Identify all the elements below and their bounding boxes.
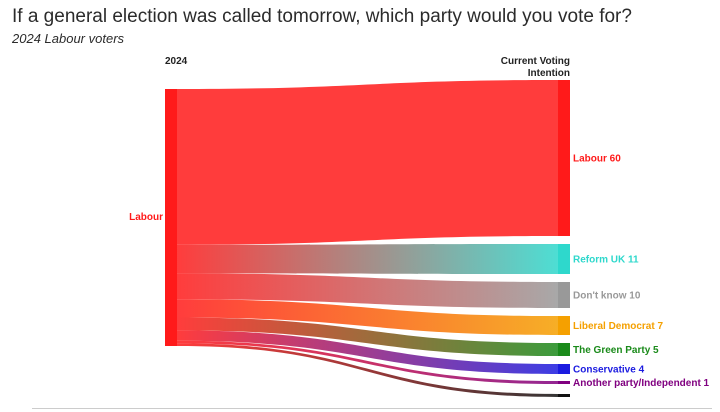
flow-link-labour <box>177 80 558 245</box>
chart-title: If a general election was called tomorro… <box>12 6 632 27</box>
right-column-label-line2: Intention <box>527 68 570 79</box>
flow-link-the-green-party <box>177 317 558 356</box>
target-node-labour <box>558 80 570 236</box>
target-node-unlabelled <box>558 394 570 397</box>
target-label-conservative: Conservative 4 <box>573 365 645 376</box>
right-column-label-line1: Current Voting <box>500 56 570 67</box>
flow-link-unlabelled <box>177 343 558 397</box>
target-label-liberal-democrat: Liberal Democrat 7 <box>573 321 663 332</box>
left-column-label: 2024 <box>165 56 188 67</box>
flow-link-liberal-democrat <box>177 299 558 335</box>
target-label-another-party-independent: Another party/Independent 1 <box>573 378 710 389</box>
footer-divider <box>32 408 712 409</box>
target-label-the-green-party: The Green Party 5 <box>573 345 659 356</box>
target-node-conservative <box>558 364 570 374</box>
right-column-label: Current Voting Intention <box>470 56 570 80</box>
flow-link-conservative <box>177 330 558 374</box>
target-label-labour: Labour 60 <box>573 154 621 165</box>
target-node-liberal-democrat <box>558 316 570 335</box>
target-node-reform-uk <box>558 244 570 274</box>
flow-link-another-party-independent <box>177 340 558 384</box>
target-node-another-party-independent <box>558 381 570 384</box>
target-label-don-t-know: Don't know 10 <box>573 291 641 302</box>
source-node-labour <box>165 89 177 346</box>
target-node-don-t-know <box>558 282 570 308</box>
flow-link-reform-uk <box>177 244 558 274</box>
flow-link-don-t-know <box>177 273 558 308</box>
target-node-the-green-party <box>558 343 570 356</box>
chart-subtitle: 2024 Labour voters <box>12 31 125 46</box>
target-label-reform-uk: Reform UK 11 <box>573 255 639 266</box>
source-label-labour: Labour <box>129 212 163 223</box>
